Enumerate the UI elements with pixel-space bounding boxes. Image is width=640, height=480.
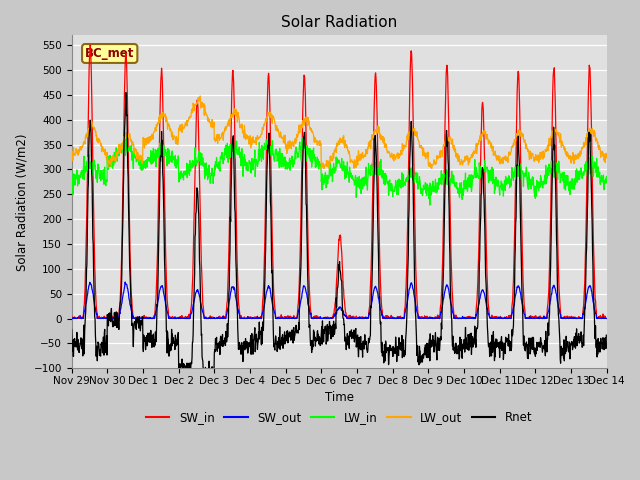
Text: BC_met: BC_met (85, 47, 134, 60)
Legend: SW_in, SW_out, LW_in, LW_out, Rnet: SW_in, SW_out, LW_in, LW_out, Rnet (141, 407, 537, 429)
Y-axis label: Solar Radiation (W/m2): Solar Radiation (W/m2) (15, 133, 28, 271)
Title: Solar Radiation: Solar Radiation (281, 15, 397, 30)
X-axis label: Time: Time (324, 391, 354, 404)
